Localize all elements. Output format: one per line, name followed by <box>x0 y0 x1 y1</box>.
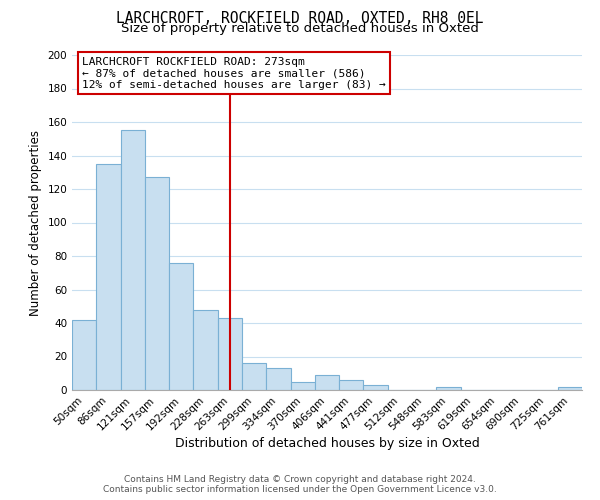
Text: Size of property relative to detached houses in Oxted: Size of property relative to detached ho… <box>121 22 479 35</box>
Bar <box>266 368 290 390</box>
Bar <box>558 386 582 390</box>
Bar <box>315 375 339 390</box>
Y-axis label: Number of detached properties: Number of detached properties <box>29 130 42 316</box>
Bar <box>145 178 169 390</box>
Text: Contains HM Land Registry data © Crown copyright and database right 2024.
Contai: Contains HM Land Registry data © Crown c… <box>103 474 497 494</box>
Bar <box>169 262 193 390</box>
Bar <box>290 382 315 390</box>
Bar <box>96 164 121 390</box>
Bar <box>339 380 364 390</box>
Bar <box>242 363 266 390</box>
Text: LARCHCROFT, ROCKFIELD ROAD, OXTED, RH8 0EL: LARCHCROFT, ROCKFIELD ROAD, OXTED, RH8 0… <box>116 11 484 26</box>
X-axis label: Distribution of detached houses by size in Oxted: Distribution of detached houses by size … <box>175 438 479 450</box>
Text: LARCHCROFT ROCKFIELD ROAD: 273sqm
← 87% of detached houses are smaller (586)
12%: LARCHCROFT ROCKFIELD ROAD: 273sqm ← 87% … <box>82 56 386 90</box>
Bar <box>193 310 218 390</box>
Bar <box>364 385 388 390</box>
Bar <box>436 386 461 390</box>
Bar <box>218 318 242 390</box>
Bar <box>72 320 96 390</box>
Bar <box>121 130 145 390</box>
